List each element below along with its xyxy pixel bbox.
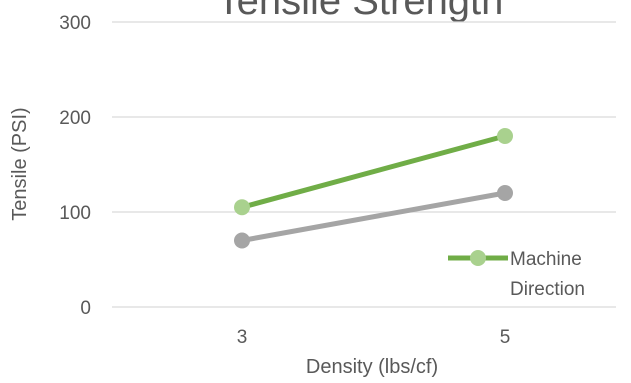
data-point-s1-5: [497, 185, 513, 201]
legend-label-line-1: Machine: [510, 249, 582, 270]
series-group: [234, 128, 513, 249]
series-line-1: [239, 190, 508, 243]
x-tick-label-5: 5: [500, 327, 511, 348]
data-point-s0-5: [497, 128, 513, 144]
y-tick-label-200: 200: [59, 108, 91, 129]
y-axis-tick-labels: 0 100 200 300: [59, 13, 91, 319]
legend-label-line-2: Direction: [510, 279, 585, 300]
y-tick-label-0: 0: [80, 298, 91, 319]
y-tick-label-100: 100: [59, 203, 91, 224]
y-axis-title: Tensile (PSI): [9, 107, 31, 220]
chart-title: Tensile Strength: [217, 0, 504, 23]
x-tick-label-3: 3: [237, 327, 248, 348]
data-point-s1-3: [234, 232, 250, 249]
y-tick-label-300: 300: [59, 13, 91, 34]
legend-swatch-marker: [470, 250, 486, 266]
gridlines: [112, 21, 616, 308]
legend: Machine Direction: [448, 249, 585, 300]
data-point-s0-3: [234, 199, 250, 216]
x-axis-title: Density (lbs/cf): [306, 356, 438, 378]
series-line-0: [239, 133, 508, 210]
